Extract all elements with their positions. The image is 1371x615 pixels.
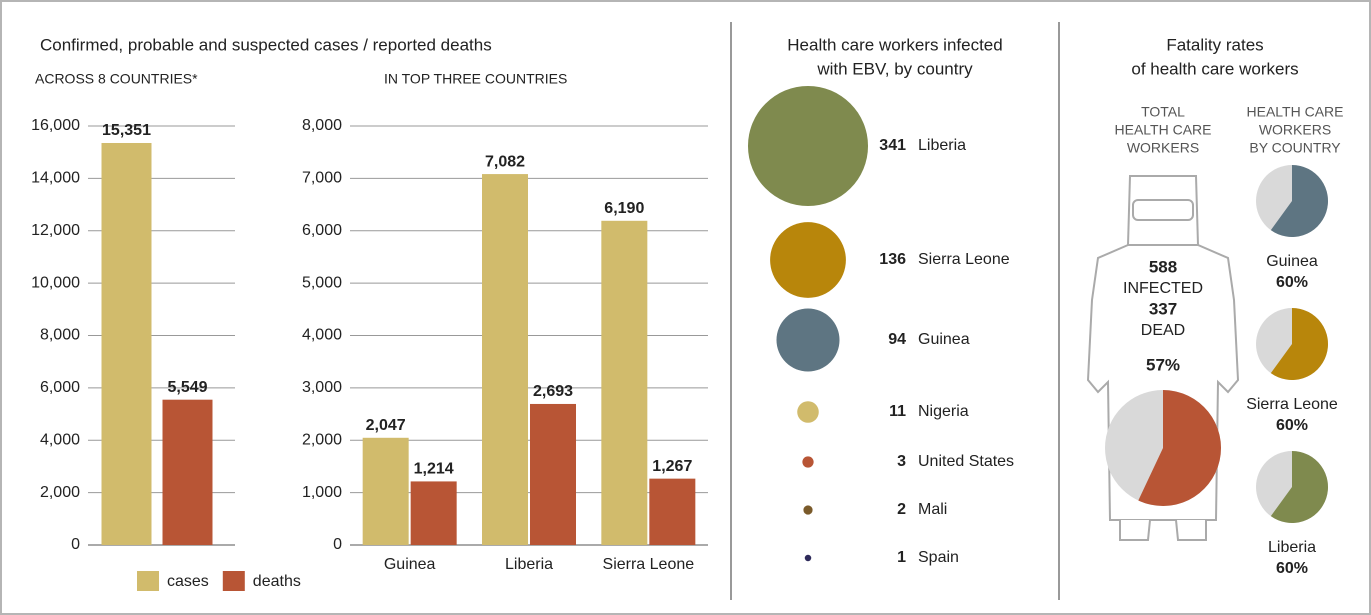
- bubble-value: 2: [897, 501, 906, 518]
- bubble-value: 136: [879, 251, 906, 268]
- bar: [101, 142, 152, 546]
- bubble-label: Liberia: [918, 137, 966, 154]
- pie-label: Sierra Leone: [1246, 396, 1338, 413]
- bubble-label: Guinea: [918, 331, 970, 348]
- bubble-label: Sierra Leone: [918, 251, 1010, 268]
- bubble: [804, 554, 812, 562]
- value-label: 1,267: [652, 458, 692, 475]
- bubble-value: 3: [897, 453, 906, 470]
- chart-title: of health care workers: [1131, 59, 1298, 78]
- y-tick-label: 3,000: [302, 379, 342, 396]
- x-tick-label: Sierra Leone: [603, 556, 695, 573]
- y-tick-label: 8,000: [302, 117, 342, 134]
- bubble-label: Nigeria: [918, 403, 969, 420]
- chart-title: Health care workers infected: [787, 35, 1002, 54]
- bar: [362, 437, 409, 545]
- legend-label: cases: [167, 573, 209, 590]
- total-rate: 57%: [1146, 355, 1180, 374]
- y-tick-label: 2,000: [40, 484, 80, 501]
- y-tick-label: 6,000: [302, 222, 342, 239]
- infected-label: INFECTED: [1123, 280, 1203, 297]
- value-label: 2,693: [533, 383, 573, 400]
- bubble-value: 94: [888, 331, 906, 348]
- subtitle: ACROSS 8 COUNTRIES*: [35, 71, 198, 87]
- chart-title: Fatality rates: [1166, 35, 1263, 54]
- y-tick-label: 7,000: [302, 170, 342, 187]
- y-tick-label: 2,000: [302, 431, 342, 448]
- x-tick-label: Liberia: [505, 556, 553, 573]
- y-tick-label: 12,000: [31, 222, 80, 239]
- y-tick-label: 0: [71, 536, 80, 553]
- pie-value: 60%: [1276, 560, 1308, 577]
- bubble: [770, 222, 846, 298]
- infected-count: 588: [1149, 257, 1177, 276]
- bubble: [776, 308, 840, 372]
- y-tick-label: 16,000: [31, 117, 80, 134]
- legend-label: deaths: [253, 573, 301, 590]
- value-label: 2,047: [366, 417, 406, 434]
- bubble-value: 11: [889, 403, 906, 420]
- pie-slice: [1270, 451, 1328, 523]
- column-heading: HEALTH CARE: [1247, 104, 1344, 120]
- legend-swatch: [222, 571, 245, 591]
- y-tick-label: 8,000: [40, 327, 80, 344]
- column-heading: TOTAL: [1141, 104, 1185, 120]
- value-label: 15,351: [102, 122, 151, 139]
- pie-label: Liberia: [1268, 539, 1316, 556]
- y-tick-label: 4,000: [40, 431, 80, 448]
- pie-value: 60%: [1276, 417, 1308, 434]
- pie-slice: [1270, 165, 1328, 237]
- y-tick-label: 14,000: [31, 170, 80, 187]
- bubble: [803, 505, 813, 515]
- column-heading: HEALTH CARE: [1115, 122, 1212, 138]
- bubble: [797, 401, 819, 423]
- value-label: 1,214: [414, 461, 454, 478]
- bubble-label: Mali: [918, 501, 947, 518]
- bubble: [747, 85, 869, 207]
- bar: [162, 399, 213, 545]
- y-tick-label: 4,000: [302, 327, 342, 344]
- legend-swatch: [137, 571, 159, 591]
- bar: [530, 403, 576, 545]
- column-heading: WORKERS: [1127, 140, 1199, 156]
- bar: [601, 220, 648, 545]
- dead-label: DEAD: [1141, 322, 1185, 339]
- dead-count: 337: [1149, 299, 1177, 318]
- y-tick-label: 6,000: [40, 379, 80, 396]
- value-label: 6,190: [604, 200, 644, 217]
- column-heading: WORKERS: [1259, 122, 1331, 138]
- y-tick-label: 0: [333, 536, 342, 553]
- y-tick-label: 10,000: [31, 274, 80, 291]
- column-heading: BY COUNTRY: [1249, 140, 1341, 156]
- bubble-label: United States: [918, 453, 1014, 470]
- bubble-value: 1: [897, 549, 906, 566]
- chart-title: with EBV, by country: [816, 59, 973, 78]
- bar: [482, 174, 528, 545]
- bubble: [802, 456, 814, 468]
- x-tick-label: Guinea: [384, 556, 436, 573]
- subtitle: IN TOP THREE COUNTRIES: [384, 71, 567, 87]
- y-tick-label: 5,000: [302, 274, 342, 291]
- y-tick-label: 1,000: [302, 484, 342, 501]
- value-label: 5,549: [167, 379, 207, 396]
- bar: [410, 481, 457, 545]
- pie-slice: [1270, 308, 1328, 380]
- pie-label: Guinea: [1266, 253, 1318, 270]
- pie-slice: [1138, 390, 1221, 506]
- value-label: 7,082: [485, 153, 525, 170]
- bubble-label: Spain: [918, 549, 959, 566]
- chart-title: Confirmed, probable and suspected cases …: [40, 35, 492, 54]
- pie-value: 60%: [1276, 274, 1308, 291]
- bubble-value: 341: [879, 137, 906, 154]
- bar: [649, 478, 696, 545]
